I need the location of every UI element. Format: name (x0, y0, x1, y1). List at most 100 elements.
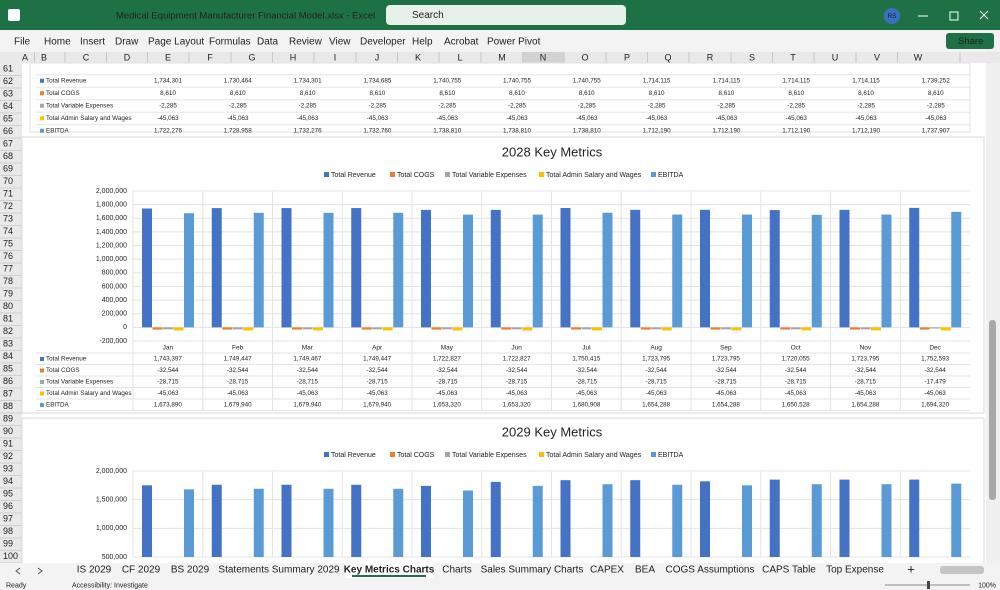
column-header[interactable]: E (165, 52, 171, 62)
column-header[interactable]: O (581, 52, 588, 62)
column-header[interactable]: J (375, 52, 380, 62)
row-header[interactable]: 95 (3, 489, 13, 499)
row-header[interactable]: 81 (3, 314, 13, 324)
menu-tab[interactable]: Formulas (209, 37, 251, 48)
column-header[interactable]: P (624, 52, 630, 62)
row-header[interactable]: 61 (3, 64, 13, 74)
row-header[interactable]: 80 (3, 301, 13, 311)
column-header[interactable]: T (790, 52, 796, 62)
sheet-tab[interactable]: Charts (442, 565, 471, 576)
add-sheet[interactable]: + (907, 561, 915, 576)
menu-tab[interactable]: Acrobat (444, 37, 479, 48)
menu-tab[interactable]: File (14, 37, 31, 48)
row-header[interactable]: 100 (3, 551, 18, 561)
column-header[interactable]: S (749, 52, 755, 62)
share-label[interactable]: Share (958, 36, 983, 47)
sheet-tab[interactable]: Top Expense (826, 565, 884, 576)
sheet-tab[interactable]: COGS Assumptions (666, 565, 755, 576)
row-header[interactable]: 90 (3, 426, 13, 436)
column-header[interactable]: B (41, 52, 47, 62)
row-header[interactable]: 78 (3, 276, 13, 286)
tab-nav[interactable] (15, 567, 43, 575)
row-header[interactable]: 99 (3, 539, 13, 549)
sheet-tab[interactable]: Key Metrics Charts (344, 565, 435, 576)
menu-tab[interactable]: Draw (115, 37, 139, 48)
row-header[interactable]: 64 (3, 101, 13, 111)
row-header[interactable]: 77 (3, 264, 13, 274)
row-header[interactable]: 62 (3, 76, 13, 86)
column-header[interactable]: A (22, 52, 28, 62)
restore[interactable] (949, 11, 959, 21)
column-header[interactable]: I (334, 52, 337, 62)
h-scroll[interactable] (940, 566, 984, 574)
row-header[interactable]: 96 (3, 501, 13, 511)
status-accessibility[interactable]: Accessibility: Investigate (72, 582, 148, 589)
row-header[interactable]: 65 (3, 114, 13, 124)
row-header[interactable]: 92 (3, 451, 13, 461)
row-header[interactable]: 67 (3, 139, 13, 149)
column-header[interactable]: Q (664, 52, 671, 62)
row-header[interactable]: 66 (3, 126, 13, 136)
row-header[interactable]: 89 (3, 414, 13, 424)
sheet-tab[interactable]: Statements Summary 2029 (218, 565, 340, 576)
row-header[interactable]: 71 (3, 189, 13, 199)
row-header[interactable]: 69 (3, 164, 13, 174)
share-button[interactable] (946, 33, 994, 49)
row-header[interactable]: 82 (3, 326, 13, 336)
sheet-tab[interactable]: BS 2029 (171, 565, 210, 576)
search-placeholder[interactable]: Search (412, 10, 444, 21)
column-header[interactable]: V (874, 52, 880, 62)
row-header[interactable]: 74 (3, 226, 13, 236)
row-header[interactable]: 93 (3, 464, 13, 474)
column-header[interactable]: D (124, 52, 131, 62)
menu-tab[interactable]: Data (257, 37, 279, 48)
row-header[interactable]: 72 (3, 201, 13, 211)
column-header[interactable]: G (248, 52, 255, 62)
user-initials[interactable]: RS (887, 13, 897, 20)
sheet-tab[interactable]: CAPEX (590, 565, 624, 576)
sheet-tab[interactable]: Sales Summary Charts (481, 565, 584, 576)
row-header[interactable]: 63 (3, 89, 13, 99)
column-header[interactable]: N (540, 52, 547, 62)
sheet-tab[interactable]: IS 2029 (77, 565, 112, 576)
row-header[interactable]: 94 (3, 476, 13, 486)
row-header[interactable]: 84 (3, 351, 13, 361)
menu-tab[interactable]: Page Layout (148, 37, 204, 48)
user-avatar[interactable] (884, 8, 900, 24)
column-header[interactable]: U (832, 52, 839, 62)
menu-tab[interactable]: Developer (360, 37, 406, 48)
scroll-thumb[interactable] (989, 320, 996, 500)
row-header[interactable]: 86 (3, 376, 13, 386)
row-header[interactable]: 68 (3, 151, 13, 161)
row-header[interactable]: 79 (3, 289, 13, 299)
zoom-level[interactable]: 100% (978, 582, 996, 589)
row-header[interactable]: 85 (3, 364, 13, 374)
menu-tab[interactable]: Help (412, 37, 433, 48)
column-header[interactable]: W (914, 52, 923, 62)
row-header[interactable]: 88 (3, 401, 13, 411)
menu-tab[interactable]: Review (289, 37, 323, 48)
column-header[interactable]: M (498, 52, 506, 62)
sheet-tab[interactable]: CAPS Table (762, 565, 816, 576)
row-header[interactable]: 91 (3, 439, 13, 449)
column-header[interactable]: F (207, 52, 213, 62)
menu-tab[interactable]: View (329, 37, 351, 48)
close[interactable] (979, 10, 989, 20)
row-header[interactable]: 98 (3, 526, 13, 536)
column-header[interactable]: H (290, 52, 297, 62)
search-box[interactable] (386, 5, 626, 25)
row-header[interactable]: 87 (3, 389, 13, 399)
row-header[interactable]: 75 (3, 239, 13, 249)
zoom-thumb[interactable] (927, 581, 930, 589)
column-header[interactable]: R (707, 52, 714, 62)
menu-tab[interactable]: Power Pivot (487, 37, 541, 48)
menu-tab[interactable]: Insert (80, 37, 105, 48)
row-header[interactable]: 97 (3, 514, 13, 524)
row-header[interactable]: 83 (3, 339, 13, 349)
row-header[interactable]: 76 (3, 251, 13, 261)
column-header[interactable]: C (83, 52, 90, 62)
menu-tab[interactable]: Home (44, 37, 71, 48)
sheet-tab[interactable]: BEA (635, 565, 655, 576)
column-header[interactable]: K (415, 52, 421, 62)
row-header[interactable]: 70 (3, 176, 13, 186)
